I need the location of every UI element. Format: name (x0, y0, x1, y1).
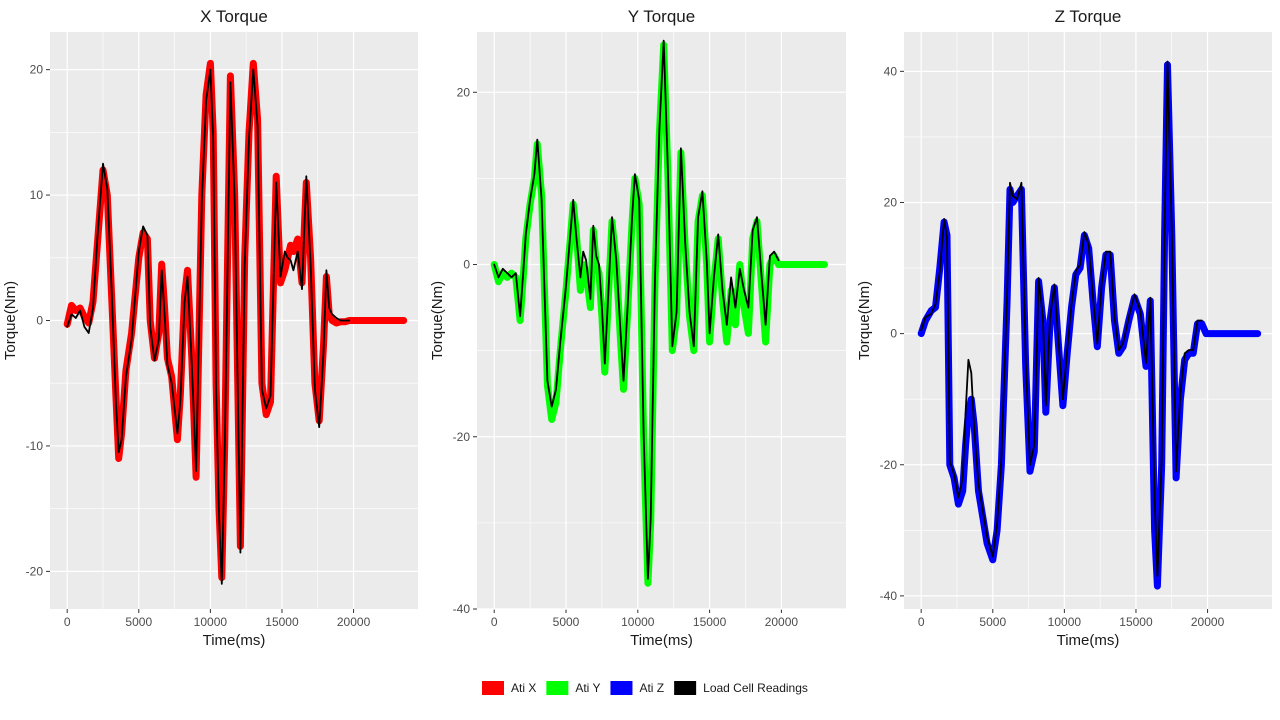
chart-title: Z Torque (1055, 7, 1122, 26)
legend-label: Ati Z (639, 681, 664, 695)
x-axis-label: Time(ms) (630, 632, 693, 649)
y-tick-label: 0 (463, 258, 470, 272)
y-axis-label: Torque(Nm) (429, 281, 446, 360)
y-axis-label: Torque(Nm) (856, 281, 873, 360)
y-tick-label: 20 (30, 63, 44, 77)
y-tick-label: 0 (890, 327, 897, 341)
y-tick-label: -20 (880, 458, 898, 472)
y-tick-label: -10 (26, 439, 44, 453)
legend-label: Ati X (511, 681, 536, 695)
panel-3: 0 5000 10000 15000 20000 -40 -20 0 20 40 Z Torque T… (856, 7, 1272, 649)
y-tick-label: -20 (26, 564, 44, 578)
series-line-load-cell-readings (66, 68, 351, 585)
series-line-load-cell-readings (920, 60, 1203, 578)
y-tick-label: 40 (884, 64, 898, 78)
x-tick-label: 20000 (337, 615, 371, 629)
y-axis-label: Torque(Nm) (2, 281, 19, 360)
y-tick-label: 20 (884, 195, 898, 209)
y-tick-label: -40 (453, 602, 471, 616)
x-tick-label: 10000 (1048, 615, 1082, 629)
series-line-load-cell-readings (493, 39, 780, 580)
y-tick-label: -20 (453, 430, 471, 444)
legend: Ati X Ati Y Ati Z Load Cell Readings (482, 681, 808, 695)
x-tick-label: 20000 (1191, 615, 1225, 629)
legend-key (674, 681, 697, 695)
legend-key (482, 681, 504, 695)
x-tick-label: 0 (918, 615, 925, 629)
plot-background (904, 32, 1272, 609)
x-tick-label: 0 (64, 615, 71, 629)
y-tick-label: 20 (457, 85, 471, 99)
chart-title: Y Torque (628, 7, 695, 26)
x-tick-label: 10000 (621, 615, 655, 629)
x-tick-label: 15000 (693, 615, 727, 629)
panel-2: 0 5000 10000 15000 20000 -40 -20 0 20 Y Torque Tim… (429, 7, 846, 649)
legend-label: Ati Y (575, 681, 600, 695)
x-tick-label: 15000 (265, 615, 299, 629)
y-tick-label: 0 (36, 314, 43, 328)
y-tick-label: -40 (880, 589, 898, 603)
x-tick-label: 0 (491, 615, 498, 629)
x-tick-label: 10000 (194, 615, 228, 629)
x-axis-label: Time(ms) (203, 632, 266, 649)
x-tick-label: 5000 (125, 615, 152, 629)
x-axis-label: Time(ms) (1057, 632, 1120, 649)
legend-key (546, 681, 569, 695)
x-tick-label: 20000 (765, 615, 799, 629)
panel-1: 0 5000 10000 15000 20000 -20 -10 0 10 20 X Torque T… (2, 7, 418, 649)
x-tick-label: 5000 (979, 615, 1006, 629)
legend-label: Load Cell Readings (703, 681, 808, 695)
x-tick-label: 15000 (1119, 615, 1153, 629)
chart-title: X Torque (200, 7, 268, 26)
x-tick-label: 5000 (553, 615, 580, 629)
y-tick-label: 10 (30, 188, 44, 202)
legend-key (610, 681, 633, 695)
